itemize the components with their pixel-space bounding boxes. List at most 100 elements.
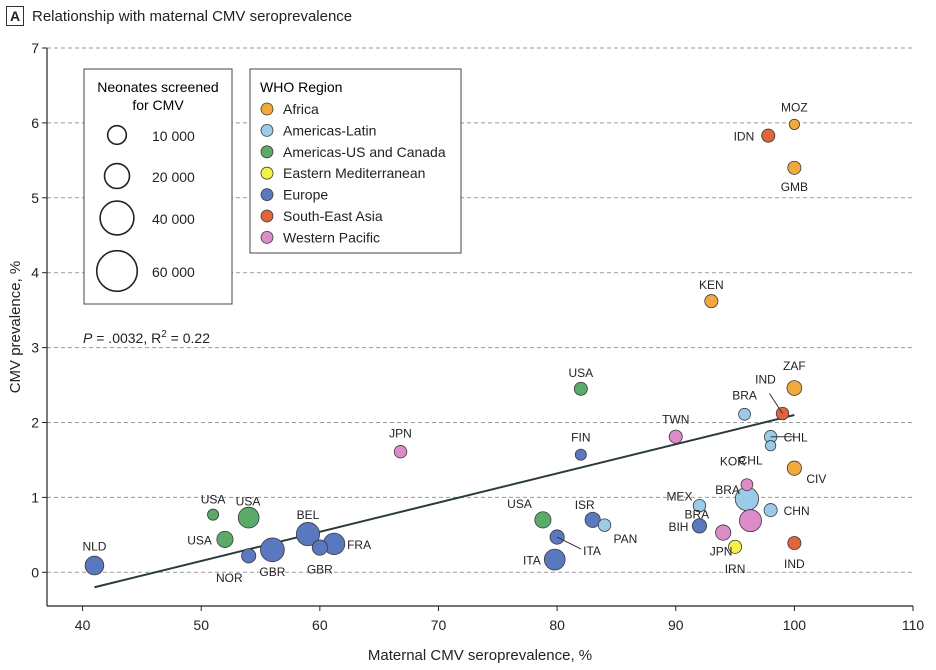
region-legend-swatch: [260, 123, 274, 137]
point-label-pan: PAN: [614, 532, 638, 546]
data-point-usa: [207, 508, 220, 521]
data-point-nld: [84, 555, 105, 576]
x-tick-label: 70: [431, 617, 447, 633]
data-point-usa: [573, 381, 588, 396]
data-point-moz: [788, 118, 800, 130]
point-label-chl: CHL: [784, 431, 808, 445]
point-label-bra: BRA: [685, 508, 710, 522]
data-point-chn: [763, 503, 778, 518]
size-legend-label: 10 000: [152, 128, 195, 144]
data-point-usa: [216, 530, 234, 548]
stats-r-superscript: 2: [161, 329, 167, 340]
data-point-gbr: [260, 537, 285, 563]
leader-line: [769, 393, 783, 414]
point-label-usa: USA: [568, 366, 593, 380]
data-point-civ: [786, 460, 802, 476]
point-label-gmb: GMB: [781, 180, 808, 194]
point-label-usa: USA: [201, 493, 226, 507]
point-label-ind: IND: [755, 373, 776, 387]
size-legend-circle: [106, 124, 128, 146]
point-label-civ: CIV: [806, 472, 826, 486]
y-axis-label: CMV prevalence, %: [7, 261, 24, 394]
data-point-ita: [549, 529, 565, 545]
y-tick-label: 4: [31, 265, 39, 281]
x-tick-label: 80: [549, 617, 565, 633]
data-point-chl: [765, 440, 777, 452]
y-tick-label: 3: [31, 340, 39, 356]
region-legend: WHO Region Africa Americas-Latin Americas-…: [249, 68, 462, 254]
y-tick-label: 2: [31, 414, 39, 430]
point-labels: MOZ IDN GMB KEN ZAF IND USA BRA TWN CHL CHL JPN FIN C…: [82, 100, 826, 584]
region-legend-label: South-East Asia: [283, 208, 383, 224]
size-legend-title-line2: for CMV: [132, 97, 184, 113]
data-point-jpn: [739, 509, 762, 533]
region-legend-label: Western Pacific: [283, 229, 380, 245]
chart-title: Relationship with maternal CMV seropreva…: [32, 7, 353, 25]
region-legend-title: WHO Region: [260, 79, 342, 95]
region-legend-swatch: [260, 102, 274, 116]
data-point-bra: [715, 524, 732, 541]
stats-p-letter: P: [83, 330, 93, 346]
x-axis-label: Maternal CMV seroprevalence, %: [368, 647, 592, 664]
point-label-usa: USA: [507, 497, 532, 511]
region-legend-label: Americas-US and Canada: [283, 144, 446, 160]
axes: 40 50 60 70 80 90 100 110 0 1 2 3 4 5 6 7 Maternal CMV s…: [7, 40, 924, 664]
stats-annotation: P = .0032, R2 = 0.22: [83, 329, 210, 346]
region-legend-swatch: [260, 166, 274, 180]
data-point-isr: [584, 511, 601, 528]
data-point-usa: [534, 511, 552, 529]
data-point-bih: [691, 518, 708, 534]
stats-text: P = .0032, R2 = 0.22: [83, 329, 210, 346]
y-tick-label: 5: [31, 190, 39, 206]
x-tick-label: 60: [312, 617, 328, 633]
point-label-ken: KEN: [699, 278, 724, 292]
data-point-ind: [787, 536, 802, 551]
data-point-gmb: [787, 160, 802, 175]
point-label-irn: IRN: [725, 562, 746, 576]
data-point-ita: [543, 548, 566, 571]
data-point-bra: [738, 407, 751, 421]
data-point-jpn: [393, 445, 408, 459]
point-label-nld: NLD: [82, 540, 106, 554]
region-legend-swatch: [260, 230, 274, 244]
point-label-ita: ITA: [583, 544, 601, 558]
y-tick-label: 7: [31, 40, 39, 56]
point-label-bel: BEL: [297, 508, 320, 522]
y-tick-label: 6: [31, 115, 39, 131]
point-label-mex: MEX: [666, 490, 692, 504]
grid-lines: [47, 47, 913, 573]
y-tick-label: 1: [31, 489, 39, 505]
region-legend-swatch: [260, 188, 274, 202]
point-label-fra: FRA: [347, 538, 371, 552]
region-legend-swatch: [260, 145, 274, 159]
regression-line: [94, 414, 795, 589]
size-legend-label: 40 000: [152, 211, 195, 227]
data-point-fin: [574, 448, 587, 461]
point-label-twn: TWN: [662, 413, 689, 427]
region-legend-label: Africa: [283, 101, 319, 117]
y-tick-label: 0: [31, 564, 39, 580]
x-tick-label: 40: [75, 617, 91, 633]
point-label-gbr: GBR: [307, 563, 333, 577]
data-point-usa: [237, 506, 260, 529]
region-legend-swatch: [260, 209, 274, 223]
size-legend: Neonates screened for CMV 10 000 20 000 40…: [83, 68, 233, 305]
point-label-idn: IDN: [734, 130, 755, 144]
data-point-ken: [704, 294, 719, 309]
data-point-twn: [668, 429, 683, 444]
data-point-mex: [692, 498, 707, 513]
data-point-idn: [761, 128, 776, 143]
point-label-moz: MOZ: [781, 100, 808, 114]
point-label-gbr: GBR: [259, 565, 285, 579]
data-point-irn: [728, 539, 743, 554]
point-label-nor: NOR: [216, 571, 243, 585]
region-legend-label: Eastern Mediterranean: [283, 165, 425, 181]
region-legend-box: [249, 68, 462, 254]
point-label-jpn: JPN: [389, 427, 412, 441]
point-label-bra: BRA: [732, 388, 757, 402]
point-label-fin: FIN: [571, 431, 590, 445]
point-label-isr: ISR: [575, 498, 595, 512]
size-legend-circle: [103, 162, 131, 190]
point-label-usa: USA: [187, 533, 212, 547]
